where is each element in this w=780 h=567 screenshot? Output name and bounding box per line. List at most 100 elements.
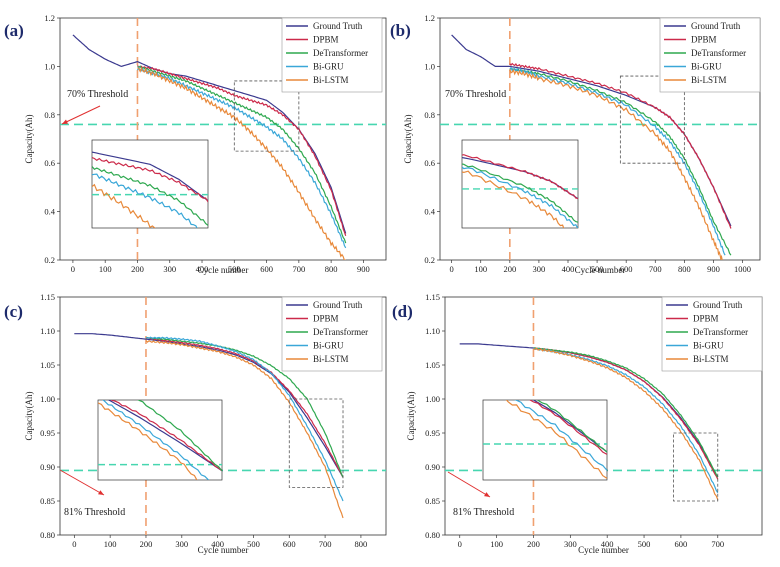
series-line-bi-lstm	[462, 170, 565, 228]
y-axis-label: Capacity(Ah)	[406, 392, 416, 441]
series-line-dpbm	[92, 156, 208, 203]
y-tick-label: 0.90	[40, 462, 55, 472]
series-line-bi-gru	[145, 336, 344, 502]
threshold-label: 70% Threshold	[67, 89, 128, 100]
y-axis-label: Capacity(Ah)	[24, 115, 34, 164]
x-tick-label: 500	[591, 264, 604, 274]
threshold-arrowhead	[98, 490, 104, 495]
x-tick-label: 400	[196, 264, 209, 274]
x-tick-label: 400	[211, 539, 224, 549]
series-line-ground-truth	[107, 400, 222, 472]
x-tick-label: 200	[527, 539, 540, 549]
inset-frame	[482, 399, 608, 481]
legend-entry: DeTransformer	[313, 327, 368, 337]
x-tick-label: 600	[260, 264, 273, 274]
legend-entry: Ground Truth	[313, 21, 363, 31]
zoom-region-box	[233, 80, 300, 152]
legend: Ground Truth DPBM DeTransformer Bi-GRU Bi-LS…	[661, 296, 763, 372]
y-tick-label: 0.6	[44, 158, 55, 168]
legend-entry: DPBM	[693, 314, 719, 324]
zoom-region-box	[619, 75, 685, 164]
x-tick-label: 800	[355, 539, 368, 549]
series-line-detransformer	[509, 67, 732, 256]
y-tick-label: 1.10	[425, 326, 440, 336]
x-tick-label: 100	[490, 539, 503, 549]
legend-entry: DeTransformer	[693, 327, 748, 337]
y-tick-label: 0.4	[424, 207, 435, 217]
x-tick-label: 500	[638, 539, 651, 549]
series-line-dpbm	[137, 65, 347, 236]
panel-label: (d)	[392, 302, 413, 321]
zoom-region-box	[673, 432, 719, 502]
series-line-bi-gru	[92, 173, 198, 228]
series-line-bi-lstm	[505, 400, 607, 479]
panel-label: (a)	[4, 21, 24, 40]
x-tick-label: 200	[131, 264, 144, 274]
legend-entry: DeTransformer	[313, 48, 368, 58]
x-tick-label: 300	[564, 539, 577, 549]
y-axis-label: Capacity(Ah)	[24, 392, 34, 441]
y-tick-label: 1.10	[40, 326, 55, 336]
x-tick-label: 800	[325, 264, 338, 274]
x-tick-label: 400	[562, 264, 575, 274]
series-line-dpbm	[509, 62, 732, 229]
threshold-arrow	[61, 105, 101, 125]
series-line-bi-gru	[462, 166, 578, 228]
x-tick-label: 700	[319, 539, 332, 549]
y-tick-label: 1.2	[424, 13, 435, 23]
series-line-bi-lstm	[137, 66, 346, 260]
series-line-detransformer	[137, 65, 347, 244]
threshold-arrowhead	[484, 492, 490, 497]
series-line-dpbm	[462, 154, 578, 200]
x-tick-label: 0	[71, 264, 75, 274]
y-tick-label: 0.85	[40, 496, 55, 506]
series-line-detransformer	[92, 165, 208, 227]
x-tick-label: 100	[104, 539, 117, 549]
y-tick-label: 0.2	[424, 255, 435, 265]
legend-entry: DPBM	[313, 35, 339, 45]
y-tick-label: 0.80	[425, 530, 440, 540]
x-tick-label: 200	[140, 539, 153, 549]
threshold-arrow	[447, 471, 491, 498]
legend-entry: Ground Truth	[691, 21, 741, 31]
legend-entry: DPBM	[313, 314, 339, 324]
y-tick-label: 0.8	[424, 110, 435, 120]
series-line-detransformer	[462, 163, 578, 224]
x-tick-label: 900	[707, 264, 720, 274]
threshold-label: 70% Threshold	[445, 89, 506, 100]
series-line-detransformer	[137, 400, 222, 472]
x-tick-label: 100	[474, 264, 487, 274]
x-tick-label: 600	[283, 539, 296, 549]
y-tick-label: 0.95	[40, 428, 55, 438]
series-line-bi-lstm	[533, 347, 719, 500]
plot-frame	[444, 296, 763, 536]
series-line-bi-gru	[102, 400, 210, 480]
y-tick-label: 1.2	[44, 13, 55, 23]
x-tick-label: 800	[678, 264, 691, 274]
plot-frame	[59, 296, 387, 536]
threshold-arrowhead	[62, 119, 68, 124]
threshold-arrow	[59, 469, 105, 496]
x-tick-label: 300	[163, 264, 176, 274]
panel-3: 0 100 200 300 400 500 600 700 0.80 0.85 0.90 0.95 1.…	[392, 292, 763, 555]
legend-entry: Ground Truth	[313, 300, 363, 310]
x-tick-label: 500	[228, 264, 241, 274]
y-tick-label: 0.95	[425, 428, 440, 438]
y-axis-label: Capacity(Ah)	[403, 115, 413, 164]
threshold-label: 81% Threshold	[453, 507, 514, 518]
y-tick-label: 0.6	[424, 158, 435, 168]
x-tick-label: 0	[458, 539, 462, 549]
legend-entry: Bi-LSTM	[691, 75, 727, 85]
y-tick-label: 0.2	[44, 255, 55, 265]
x-tick-label: 300	[175, 539, 188, 549]
x-tick-label: 0	[72, 539, 76, 549]
panel-2: 0 100 200 300 400 500 600 700 800 0.80 0.85 0.90 0.9…	[4, 292, 387, 555]
x-tick-label: 400	[601, 539, 614, 549]
legend-entry: Bi-LSTM	[313, 75, 349, 85]
x-tick-label: 700	[649, 264, 662, 274]
legend-entry: Bi-LSTM	[693, 354, 729, 364]
series-line-bi-gru	[514, 400, 607, 471]
legend-entry: Bi-GRU	[313, 62, 344, 72]
series-line-bi-lstm	[509, 68, 723, 260]
